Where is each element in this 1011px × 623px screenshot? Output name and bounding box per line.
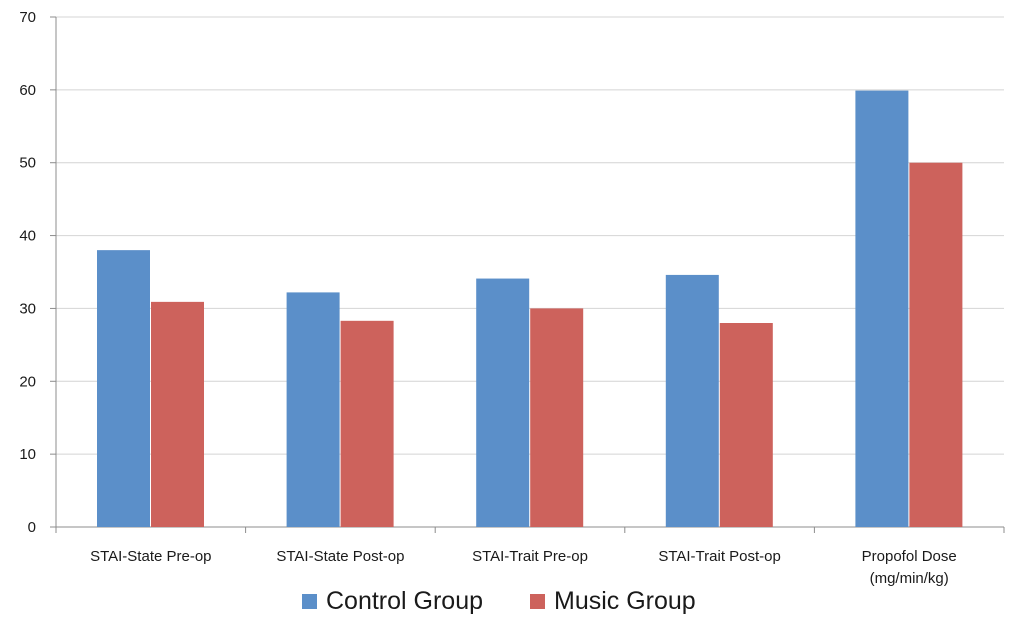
x-tick-label: STAI-State Post-op xyxy=(276,548,404,565)
bar-control-group xyxy=(97,250,150,527)
bar-music-group xyxy=(909,162,963,527)
bar-music-group xyxy=(340,320,394,527)
bar-control-group xyxy=(286,292,340,527)
x-tick-label: STAI-Trait Pre-op xyxy=(472,548,588,565)
y-tick-label: 30 xyxy=(19,300,36,317)
x-tick-label: STAI-State Pre-op xyxy=(90,548,211,565)
y-tick-label: 60 xyxy=(19,82,36,99)
y-tick-label: 50 xyxy=(19,155,36,172)
x-tick-label: STAI-Trait Post-op xyxy=(658,548,781,565)
legend-swatch xyxy=(302,594,317,609)
bar-music-group xyxy=(151,301,204,527)
y-tick-label: 40 xyxy=(19,228,36,245)
legend-label: Music Group xyxy=(554,587,696,615)
legend-label: Control Group xyxy=(326,587,483,615)
bar-music-group xyxy=(719,323,773,527)
y-tick-label: 20 xyxy=(19,373,36,390)
bar-control-group xyxy=(665,274,719,527)
x-tick-label: Propofol Dose xyxy=(862,548,957,565)
bar-control-group xyxy=(855,90,909,527)
bar-control-group xyxy=(476,278,530,527)
y-tick-label: 70 xyxy=(19,9,36,26)
y-tick-label: 10 xyxy=(19,446,36,463)
bar-music-group xyxy=(530,308,584,527)
x-tick-label: (mg/min/kg) xyxy=(870,570,949,587)
legend-swatch xyxy=(530,594,545,609)
y-tick-label: 0 xyxy=(28,519,36,536)
